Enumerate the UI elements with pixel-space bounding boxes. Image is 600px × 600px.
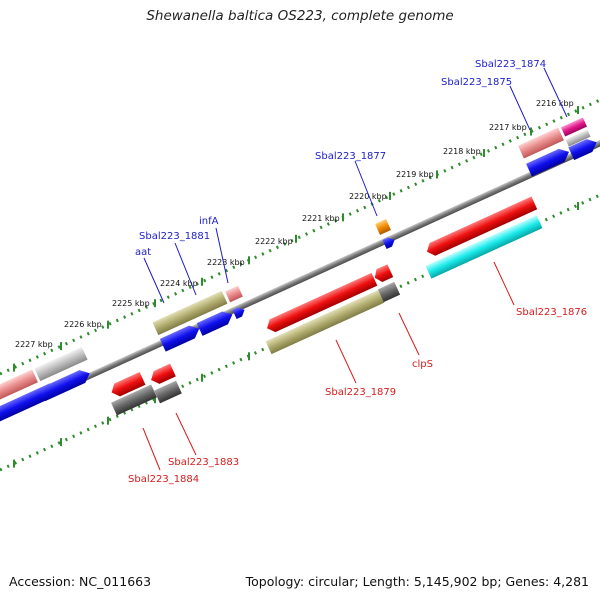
feature-1876 [425,215,543,279]
gene-label: aat [135,247,151,258]
feature-cds [39,370,90,402]
feature-cds [568,139,597,161]
scale-label: 2219 kbp [396,170,434,179]
feature-cds-gray [34,346,88,382]
feature-1878 [267,272,378,333]
feature-1883 [154,380,182,404]
scale-label: 2223 kbp [207,258,245,267]
gene-label: infA [199,216,219,227]
scale-label: 2218 kbp [443,147,481,156]
feature-cds-red [151,363,176,384]
upper-scale-track [0,98,600,376]
accession-text: Accession: NC_011663 [9,574,152,589]
gene-label: Sbal223_1883 [168,457,239,468]
scale-label: 2217 kbp [489,123,527,132]
gene-label: Sbal223_1879 [325,387,396,398]
scale-label: 2222 kbp [255,237,293,246]
major-ticks [13,106,579,468]
scale-label: 2227 kbp [15,340,53,349]
feature-cds-red [111,371,146,397]
feature-cds-gray [565,129,591,147]
feature-cds [526,148,570,177]
genome-stats: Topology: circular; Length: 5,145,902 bp… [245,574,589,589]
feature-cds [232,307,245,320]
scale-label: 2216 kbp [536,99,574,108]
feature-1879 [265,289,385,355]
feature-cds [382,237,395,250]
feature-clpS [377,281,401,303]
scale-label: 2224 kbp [160,279,198,288]
map-title: Shewanella baltica OS223, complete genom… [146,8,454,24]
feature-infA [225,285,243,303]
genome-backbone [0,119,600,441]
gene-label: Sbal223_1877 [315,151,386,162]
feature-cds [196,311,233,336]
feature-1875 [518,127,564,159]
feature-1884 [111,384,157,416]
feature-cds-aat [152,290,228,336]
gene-label: Sbal223_1874 [475,59,546,70]
feature-1874 [561,117,587,137]
feature-1877 [375,219,391,235]
gene-label: Sbal223_1881 [139,231,210,242]
gene-label: clpS [412,359,433,370]
scale-label: 2225 kbp [112,299,150,308]
scale-label: 2221 kbp [302,214,340,223]
feature-cds [159,325,200,352]
feature-cds-red [426,196,538,256]
scale-label: 2226 kbp [64,320,102,329]
gene-label: Sbal223_1876 [516,307,587,318]
gene-label: Sbal223_1884 [128,474,199,485]
scale-label: 2220 kbp [349,192,387,201]
feature-cds-red [374,264,394,283]
feature-rrna [0,369,38,404]
gene-label: Sbal223_1875 [441,77,512,88]
